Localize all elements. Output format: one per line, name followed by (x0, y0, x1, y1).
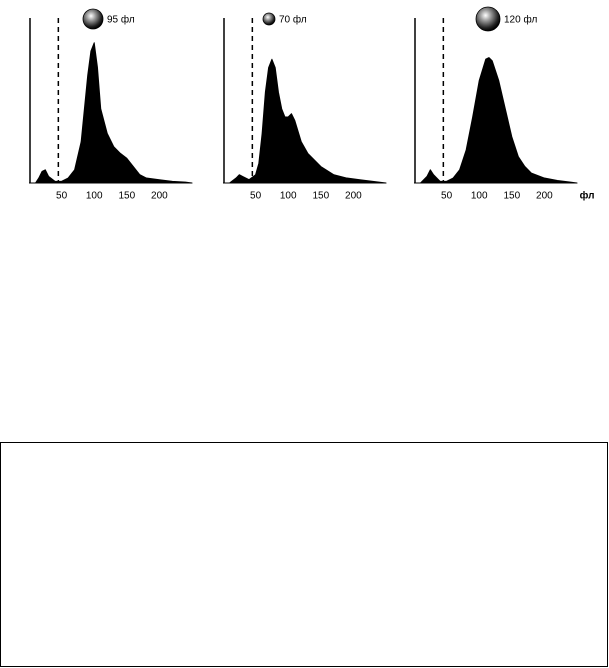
distribution-area (420, 57, 578, 184)
distribution-area (229, 58, 387, 184)
empty-box (0, 442, 608, 667)
distribution-area (35, 42, 193, 184)
x-tick-label: 50 (250, 191, 262, 202)
x-tick-label: 200 (151, 191, 168, 202)
x-tick-label: 150 (118, 191, 135, 202)
cell-icon (475, 6, 501, 32)
cell-icon (262, 12, 276, 26)
x-tick-label: 50 (441, 191, 453, 202)
x-tick-label: 150 (312, 191, 329, 202)
x-tick-label: 100 (280, 191, 297, 202)
x-tick-label: 50 (56, 191, 68, 202)
x-tick-label: 200 (345, 191, 362, 202)
x-tick-label: 100 (471, 191, 488, 202)
x-tick-label: 150 (503, 191, 520, 202)
chart-title: 120 фл (504, 14, 537, 26)
x-axis-label: фл (580, 190, 595, 202)
x-tick-label: 100 (86, 191, 103, 202)
chart-title: 70 фл (279, 14, 307, 26)
x-tick-label: 200 (536, 191, 553, 202)
chart-title: 95 фл (107, 14, 135, 26)
cell-icon (82, 8, 104, 30)
